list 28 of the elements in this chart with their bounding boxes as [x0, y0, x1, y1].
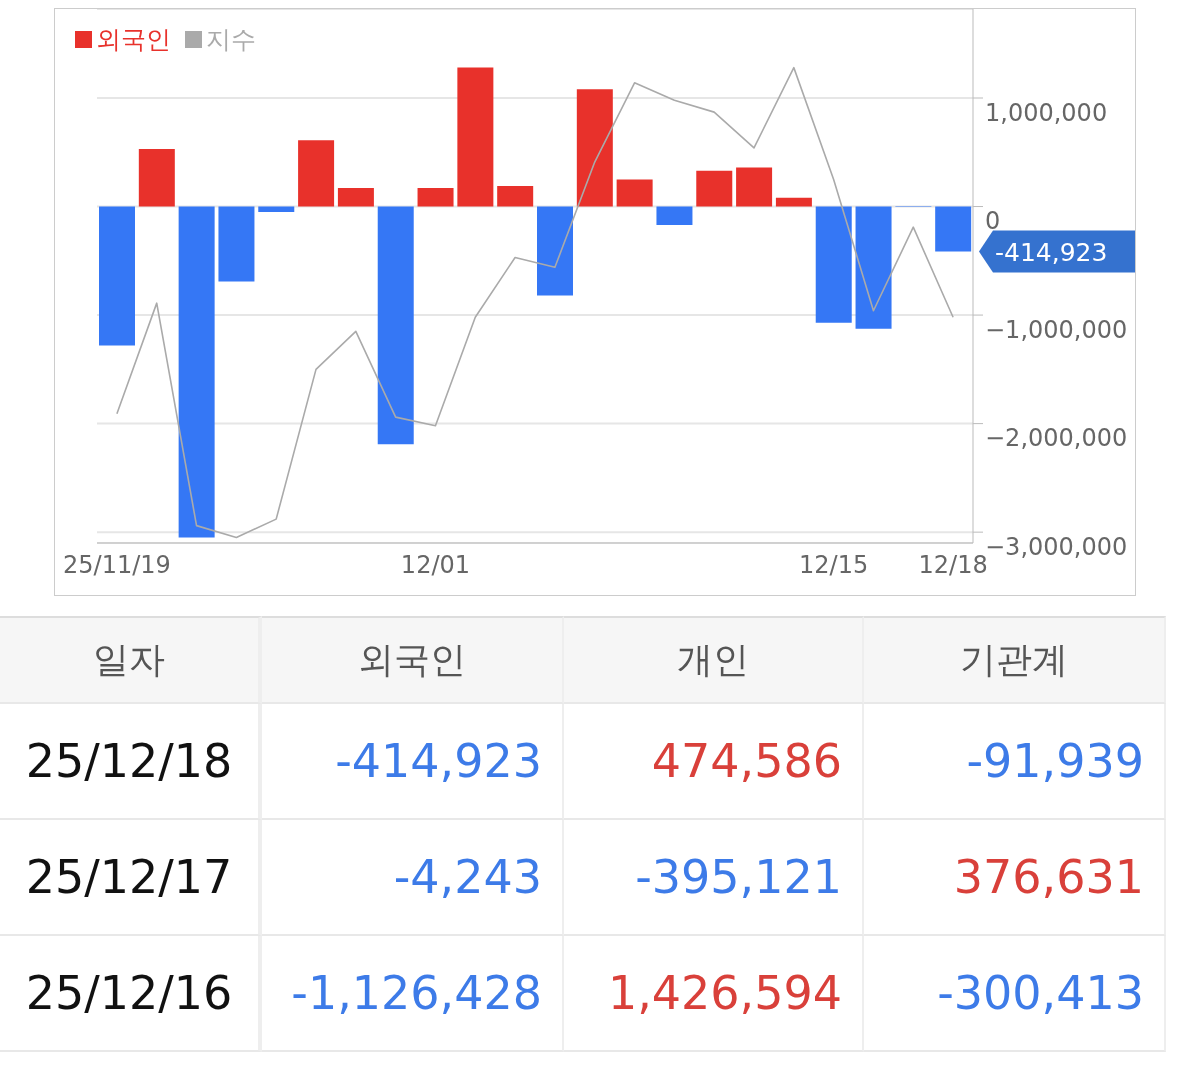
legend-label: 외국인: [95, 24, 171, 56]
text: -1,126,428: [262, 936, 564, 1052]
y-tick-label: −3,000,000: [985, 532, 1128, 561]
text: 376,631: [864, 820, 1166, 936]
text: -300,413: [864, 936, 1166, 1052]
text: 25/12/18: [0, 704, 262, 820]
text: 개인: [564, 616, 864, 704]
text: 1,426,594: [564, 936, 864, 1052]
legend-label: 지수: [205, 24, 256, 56]
text: -414,923: [262, 704, 564, 820]
text: 474,586: [564, 704, 864, 820]
y-tick-label: 1,000,000: [985, 98, 1108, 127]
text: 25/12/17: [0, 820, 262, 936]
x-tick-label: 12/15: [799, 551, 869, 579]
x-tick-label: 25/11/19: [63, 551, 171, 579]
x-tick-label: 12/18: [918, 551, 988, 579]
text: 기관계: [864, 616, 1166, 704]
text: 외국인: [262, 616, 564, 704]
text: -414,923: [995, 237, 1108, 267]
text: 25/12/16: [0, 936, 262, 1052]
y-tick-label: 0: [985, 207, 1001, 236]
text: 일자: [0, 616, 262, 704]
y-tick-label: −1,000,000: [985, 315, 1128, 344]
y-tick-label: −2,000,000: [985, 424, 1128, 453]
text: -91,939: [864, 704, 1166, 820]
text: -4,243: [262, 820, 564, 936]
x-tick-label: 12/01: [400, 551, 471, 579]
text: -395,121: [564, 820, 864, 936]
